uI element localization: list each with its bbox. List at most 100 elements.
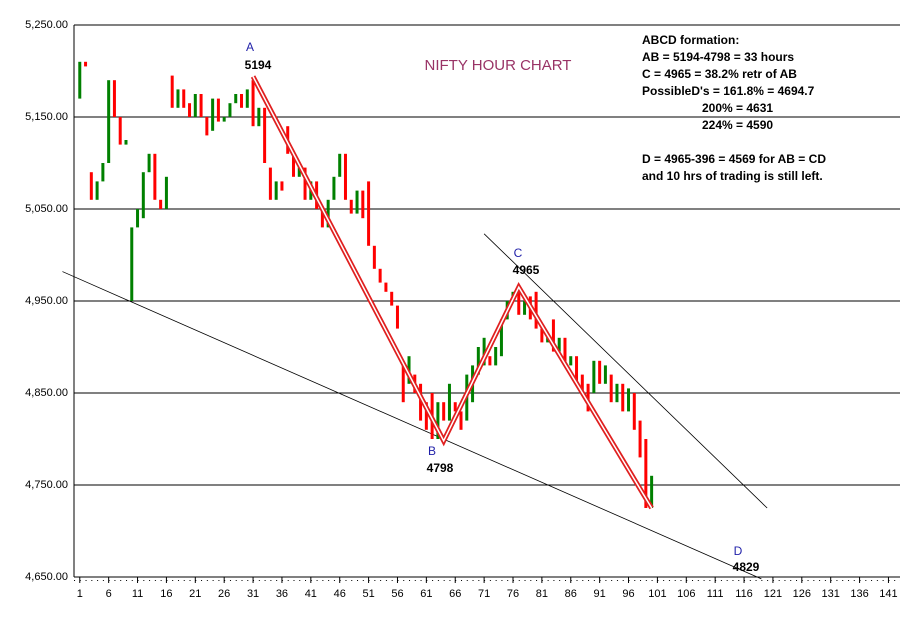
point-letter: D [734,544,743,558]
candle [234,94,238,104]
candle [447,383,451,421]
candle [141,172,145,219]
x-tick-label: 56 [391,588,403,600]
candle [644,439,648,508]
candle [257,107,261,127]
x-tick-label: 61 [420,588,432,600]
x-tick-label: 116 [735,588,753,600]
x-tick-label: 66 [449,588,461,600]
candle [297,167,301,177]
candle [459,411,463,430]
candle [488,356,492,366]
x-tick-label: 136 [850,588,868,600]
x-tick-label: 106 [677,588,695,600]
candle [378,268,382,283]
candle [193,94,197,117]
candle [557,337,561,352]
annotation-line: and 10 hrs of trading is still left. [642,169,823,183]
x-tick-label: 96 [622,588,634,600]
candle [419,383,423,421]
candle [164,176,168,209]
y-tick-label: 4,750.00 [25,479,68,491]
annotation-line: 224% = 4590 [702,118,773,132]
trendline [62,271,762,580]
candle [84,61,88,67]
x-tick-label: 111 [707,588,724,600]
candle [367,181,371,246]
y-tick-label: 5,150.00 [25,111,68,123]
x-tick-label: 46 [334,588,346,600]
point-value: 4965 [513,263,540,277]
candle [176,89,180,108]
candle [95,181,99,200]
y-tick-label: 4,950.00 [25,295,68,307]
candle [274,181,278,200]
candle [136,209,140,228]
candle [303,167,307,200]
pattern-line-inner [252,76,653,509]
x-tick-label: 126 [793,588,811,600]
candle [268,167,272,200]
candle [332,176,336,200]
candle [199,94,203,117]
candle [78,61,82,99]
candle [569,356,573,366]
y-tick-label: 5,050.00 [25,203,68,215]
candle [453,402,457,412]
candle [153,153,157,200]
candle [650,475,654,508]
candle [112,80,116,117]
candle [627,388,631,412]
candle [390,291,394,306]
x-tick-label: 11 [132,588,143,600]
candle [603,365,607,384]
y-tick-label: 4,850.00 [25,387,68,399]
candle [621,383,625,412]
candle [211,98,215,131]
candle [563,337,567,366]
annotation-line: AB = 5194-4798 = 33 hours [642,50,794,64]
candle [355,190,359,214]
candle [280,181,284,191]
candle [118,117,122,145]
x-tick-label: 101 [648,588,666,600]
x-tick-label: 71 [478,588,490,600]
candle [188,103,192,117]
minor-ticks [74,577,900,581]
candle [240,94,244,108]
x-tick-label: 131 [822,588,840,600]
candle [245,89,249,108]
candle [251,80,255,127]
candle [182,89,186,108]
chart-title: NIFTY HOUR CHART [425,57,572,74]
point-letter: A [246,40,254,54]
candle [384,282,388,292]
candle [338,153,342,177]
x-tick-label: 41 [305,588,317,600]
x-tick-label: 91 [594,588,606,600]
candle [598,360,602,384]
x-tick-label: 81 [536,588,548,600]
point-value: 4829 [733,560,760,574]
x-tick-label: 26 [218,588,230,600]
candle [107,80,111,163]
candle [89,172,93,200]
candle [523,301,527,315]
candle [615,383,619,403]
x-tick-label: 36 [276,588,288,600]
annotation-line: ABCD formation: [642,33,739,47]
x-tick-label: 31 [247,588,259,600]
x-tick-label: 51 [362,588,374,600]
candle [170,75,174,108]
candle [494,347,498,366]
x-tick-label: 16 [160,588,172,600]
y-tick-label: 4,650.00 [25,571,68,583]
point-letter: B [428,444,436,458]
trendline [483,233,768,509]
point-value: 4798 [427,461,454,475]
candle [372,245,376,269]
candle [551,319,555,352]
point-letter: C [514,246,523,260]
candle [580,374,584,393]
